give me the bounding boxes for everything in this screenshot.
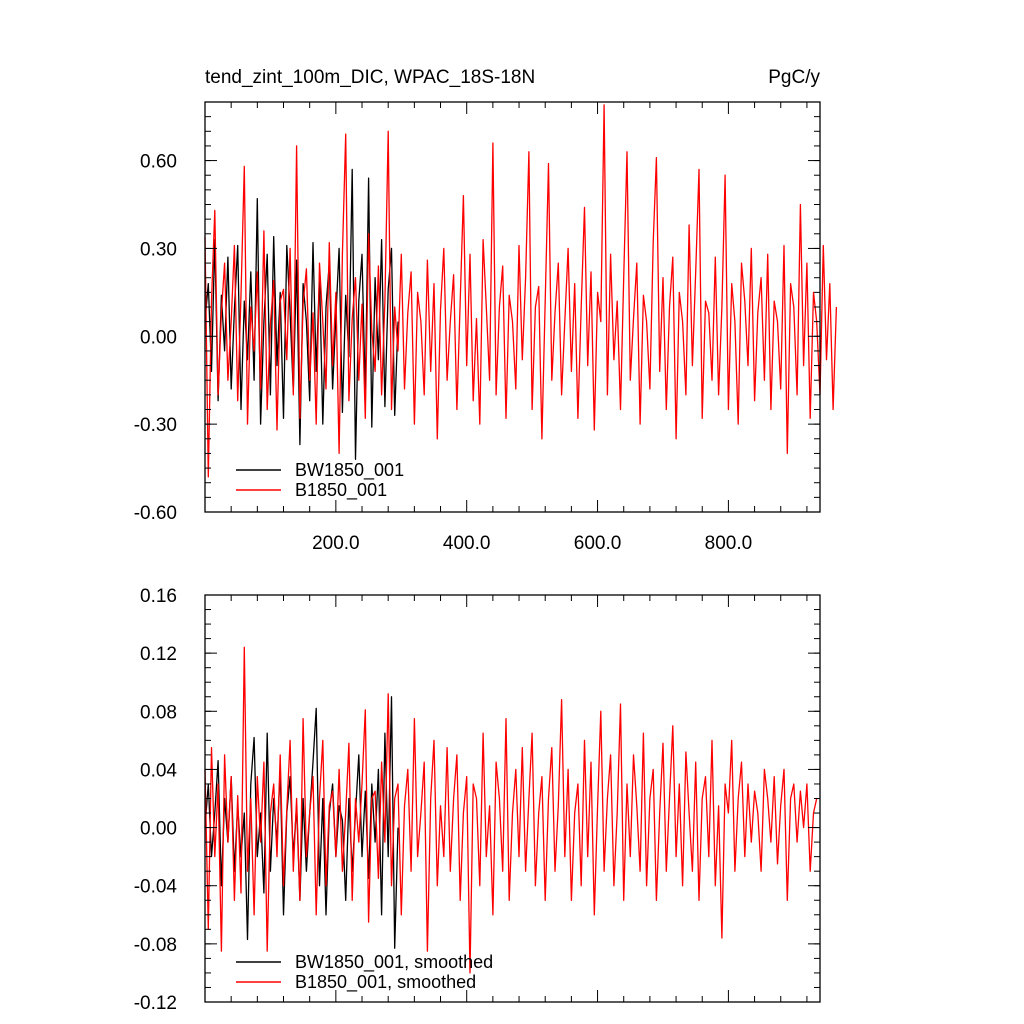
top-axes-ticks: 200.0 400.0 600.0 800.0 -0.60 -0.30 0.00 0.30 0.… — [134, 101, 820, 554]
y-tick-label: 0.00 — [140, 327, 177, 348]
y-tick-label: 0.00 — [140, 819, 177, 840]
y-tick-label: 0.16 — [140, 586, 177, 607]
series-line-0 — [204, 168, 399, 460]
x-tick-label: 400.0 — [443, 533, 491, 554]
series-line-1 — [204, 646, 818, 974]
top-series-group — [204, 104, 838, 478]
top-panel: tend_zint_100m_DIC, WPAC_18S-18N PgC/y 2… — [134, 67, 838, 554]
legend-label-b1850: B1850_001 — [295, 480, 387, 501]
y-tick-label: 0.08 — [140, 702, 177, 723]
y-tick-label: -0.04 — [134, 877, 178, 898]
x-tick-label: 200.0 — [312, 533, 360, 554]
y-tick-label: -0.60 — [134, 503, 177, 524]
y-tick-label: 0.04 — [140, 760, 177, 781]
y-tick-label: -0.30 — [134, 415, 177, 436]
y-tick-label: 0.60 — [140, 152, 177, 173]
x-tick-label: 600.0 — [574, 533, 622, 554]
units-label: PgC/y — [768, 67, 820, 88]
bottom-panel: -0.12 -0.08 -0.04 0.00 0.04 0.08 0.12 0.16 BW18… — [134, 586, 821, 1014]
bottom-series-group — [204, 646, 818, 974]
y-tick-label: -0.12 — [134, 993, 177, 1014]
bottom-legend: BW1850_001, smoothed B1850_001, smoothed — [236, 952, 493, 993]
legend-label-bw1850: BW1850_001 — [295, 460, 404, 481]
bottom-axes-ticks: -0.12 -0.08 -0.04 0.00 0.04 0.08 0.12 0.16 — [134, 586, 820, 1014]
chart-title: tend_zint_100m_DIC, WPAC_18S-18N — [205, 67, 535, 88]
y-tick-label: -0.08 — [134, 935, 177, 956]
x-tick-label: 800.0 — [705, 533, 753, 554]
series-line-1 — [204, 104, 838, 478]
legend-label-bw1850-smoothed: BW1850_001, smoothed — [295, 952, 493, 973]
y-tick-label: 0.12 — [140, 644, 177, 665]
top-legend: BW1850_001 B1850_001 — [236, 460, 404, 501]
y-tick-label: 0.30 — [140, 239, 177, 260]
legend-label-b1850-smoothed: B1850_001, smoothed — [295, 972, 476, 993]
